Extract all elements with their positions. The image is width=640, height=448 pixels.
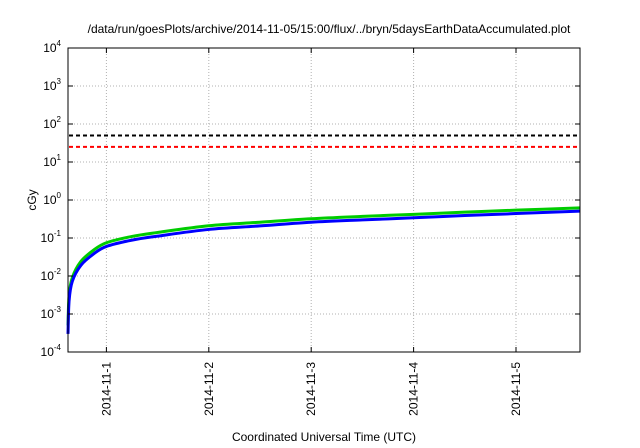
y-tick-label: 10-3 [41,305,62,321]
y-tick-label: 102 [43,115,61,131]
x-tick-label: 2014-11-4 [407,362,421,416]
y-tick-label: 101 [43,153,61,169]
x-axis-label: Coordinated Universal Time (UTC) [232,430,416,444]
x-tick-label: 2014-11-1 [99,362,113,416]
y-tick-label: 100 [43,191,61,207]
x-tick-label: 2014-11-5 [509,362,523,416]
y-axis-label: cGy [25,189,39,210]
x-tick-label: 2014-11-3 [304,362,318,416]
y-tick-label: 103 [43,77,61,93]
series-lines [66,206,581,334]
x-axis-ticks: 2014-11-1 2014-11-2 2014-11-3 2014-11-4 2014… [99,48,523,416]
series-line [66,206,581,326]
y-tick-label: 10-4 [41,343,62,359]
chart-title: /data/run/goesPlots/archive/2014-11-05/1… [88,22,571,36]
x-tick-label: 2014-11-2 [202,362,216,416]
grid [68,48,580,352]
series-line [66,209,581,334]
y-tick-label: 104 [43,39,61,55]
reference-lines [69,134,579,148]
y-axis-ticks: 10-4 10-3 10-2 10-1 100 101 102 103 104 [41,39,580,359]
y-tick-label: 10-1 [41,229,62,245]
y-tick-label: 10-2 [41,267,62,283]
